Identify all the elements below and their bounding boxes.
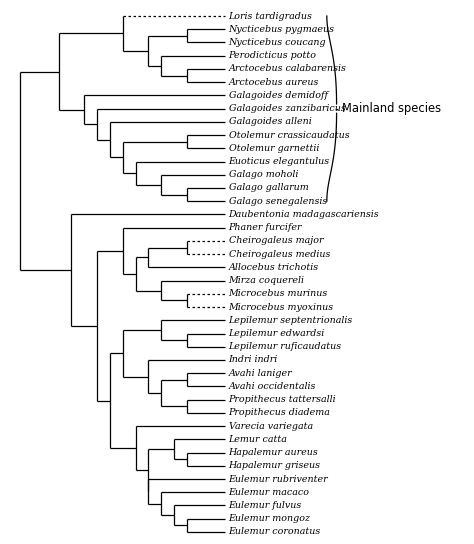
Text: Perodicticus potto: Perodicticus potto [228,51,317,60]
Text: Varecia variegata: Varecia variegata [228,422,313,431]
Text: Avahi laniger: Avahi laniger [228,369,292,378]
Text: Eulemur rubriventer: Eulemur rubriventer [228,474,328,484]
Text: Lemur catta: Lemur catta [228,435,287,444]
Text: Eulemur mongoz: Eulemur mongoz [228,514,310,523]
Text: Daubentonia madagascariensis: Daubentonia madagascariensis [228,210,379,219]
Text: Lepilemur ruficaudatus: Lepilemur ruficaudatus [228,342,342,351]
Text: Propithecus tattersalli: Propithecus tattersalli [228,395,336,404]
Text: Arctocebus calabarensis: Arctocebus calabarensis [228,64,346,73]
Text: Galagoides demidoff: Galagoides demidoff [228,91,328,100]
Text: Propithecus diadema: Propithecus diadema [228,409,330,417]
Text: Hapalemur griseus: Hapalemur griseus [228,461,320,471]
Text: Lepilemur septentrionalis: Lepilemur septentrionalis [228,316,353,325]
Text: Galagoides zanzibaricus: Galagoides zanzibaricus [228,104,345,113]
Text: Mainland species: Mainland species [342,102,441,115]
Text: Galagoides alleni: Galagoides alleni [228,118,311,126]
Text: Eulemur fulvus: Eulemur fulvus [228,501,302,510]
Text: Hapalemur aureus: Hapalemur aureus [228,448,318,457]
Text: Microcebus myoxinus: Microcebus myoxinus [228,302,334,312]
Text: Cheirogaleus major: Cheirogaleus major [228,237,323,245]
Text: Mirza coquereli: Mirza coquereli [228,276,304,285]
Text: Nycticebus pygmaeus: Nycticebus pygmaeus [228,24,335,34]
Text: Otolemur garnettii: Otolemur garnettii [228,144,319,153]
Text: Loris tardigradus: Loris tardigradus [228,11,312,21]
Text: Allocebus trichotis: Allocebus trichotis [228,263,319,272]
Text: Galago gallarum: Galago gallarum [228,183,308,193]
Text: Galago senegalensis: Galago senegalensis [228,197,327,206]
Text: Nycticebus coucang: Nycticebus coucang [228,38,326,47]
Text: Lepilemur edwardsi: Lepilemur edwardsi [228,329,325,338]
Text: Avahi occidentalis: Avahi occidentalis [228,382,316,391]
Text: Cheirogaleus medius: Cheirogaleus medius [228,250,330,258]
Text: Otolemur crassicaudatus: Otolemur crassicaudatus [228,131,349,140]
Text: Indri indri: Indri indri [228,355,278,364]
Text: Phaner furcifer: Phaner furcifer [228,223,302,232]
Text: Arctocebus aureus: Arctocebus aureus [228,78,319,86]
Text: Euoticus elegantulus: Euoticus elegantulus [228,157,329,166]
Text: Microcebus murinus: Microcebus murinus [228,289,328,298]
Text: Eulemur coronatus: Eulemur coronatus [228,528,321,536]
Text: Eulemur macaco: Eulemur macaco [228,488,310,497]
Text: Galago moholi: Galago moholi [228,170,298,180]
